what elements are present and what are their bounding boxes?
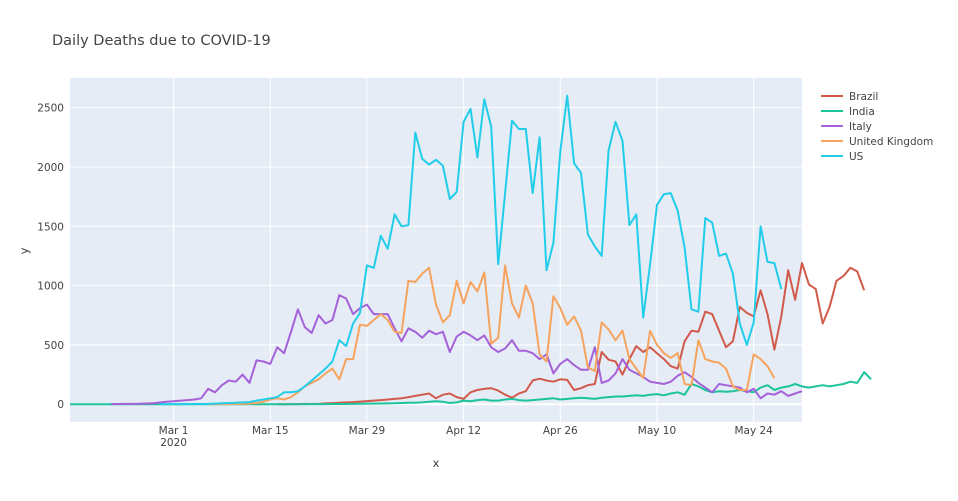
x-tick-label: Apr 12 [446, 425, 481, 437]
legend-item[interactable]: Brazil [821, 91, 878, 103]
grid [70, 78, 802, 422]
x-tick-year: 2020 [160, 437, 187, 449]
x-tick-label: May 10 [638, 425, 676, 437]
series-line-us [159, 94, 783, 406]
y-tick-label: 2000 [37, 162, 64, 174]
legend-label: Italy [849, 121, 872, 133]
legend-label: US [849, 151, 864, 163]
x-axis-title: x [433, 456, 440, 470]
legend-label: India [849, 106, 875, 118]
x-tick-label: Mar 1 [159, 425, 189, 437]
legend-item[interactable]: Italy [821, 121, 872, 133]
legend[interactable]: Brazil India Italy United Kingdom US [821, 91, 933, 163]
y-tick-label: 0 [57, 399, 64, 411]
x-tick-label: May 24 [734, 425, 773, 437]
x-tick-label: Mar 29 [349, 425, 386, 437]
x-tick-label: Apr 26 [543, 425, 578, 437]
y-ticks: 0 500 1000 1500 2000 2500 [37, 103, 64, 412]
x-tick-label: Mar 15 [252, 425, 289, 437]
series-line-brazil [277, 262, 866, 406]
legend-item[interactable]: United Kingdom [821, 136, 933, 148]
y-tick-label: 500 [44, 340, 64, 352]
y-axis-title: y [17, 247, 31, 254]
legend-label: Brazil [849, 91, 878, 103]
y-tick-label: 1500 [37, 221, 64, 233]
series-line-italy [111, 294, 803, 406]
series-lines [70, 94, 872, 406]
legend-label: United Kingdom [849, 136, 933, 148]
plot-area [70, 78, 802, 422]
y-tick-label: 2500 [37, 103, 64, 115]
legend-item[interactable]: US [821, 151, 864, 163]
y-tick-label: 1000 [37, 281, 64, 293]
legend-item[interactable]: India [821, 106, 875, 118]
chart-title: Daily Deaths due to COVID-19 [52, 33, 271, 49]
